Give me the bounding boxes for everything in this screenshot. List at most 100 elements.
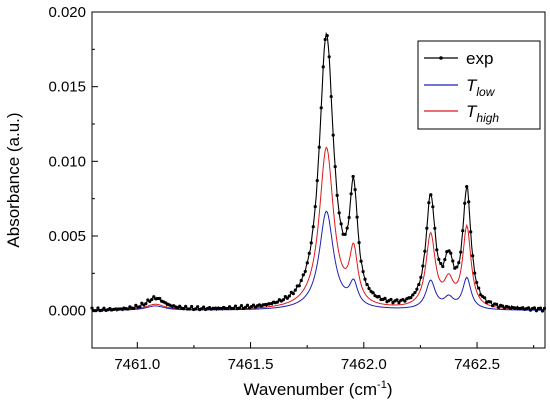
legend-item-exp: exp — [424, 49, 493, 68]
data-point — [451, 259, 455, 263]
data-point — [307, 251, 311, 255]
data-point — [293, 288, 297, 292]
data-point — [501, 304, 505, 308]
x-axis-title-sup: -1 — [377, 379, 387, 391]
data-point — [347, 215, 351, 220]
data-point — [439, 261, 443, 266]
data-point — [389, 297, 393, 302]
data-point — [457, 260, 461, 265]
legend-label-tlow-main: T — [466, 76, 478, 95]
data-point — [231, 306, 236, 311]
data-point — [343, 232, 347, 236]
data-point — [237, 306, 242, 310]
data-point — [419, 275, 423, 279]
data-point — [461, 229, 465, 233]
data-point — [391, 301, 395, 305]
data-point — [188, 307, 192, 311]
data-point — [415, 287, 419, 291]
data-point — [327, 55, 331, 59]
data-point — [96, 306, 100, 310]
data-point — [202, 305, 206, 309]
data-point — [526, 306, 531, 310]
data-point — [363, 277, 367, 281]
data-point — [403, 299, 407, 303]
data-point — [291, 292, 295, 296]
data-point — [421, 264, 425, 268]
data-point — [329, 94, 333, 99]
data-point — [315, 178, 319, 183]
data-point — [455, 265, 459, 269]
data-point — [538, 306, 543, 310]
data-point — [305, 261, 309, 265]
data-point — [417, 282, 421, 287]
data-point — [233, 304, 238, 308]
data-point — [377, 294, 381, 299]
data-point — [435, 248, 439, 252]
series-layer — [90, 32, 547, 313]
data-point — [351, 174, 355, 179]
data-point — [365, 283, 369, 287]
data-point — [463, 201, 467, 205]
y-tick-label: 0.020 — [48, 4, 86, 21]
data-point — [413, 290, 417, 295]
data-point — [309, 241, 313, 245]
x-axis-title-main: Wavenumber (cm — [244, 380, 378, 399]
data-point — [132, 306, 136, 310]
data-point — [359, 259, 363, 263]
legend-label-tlow: Tlow — [466, 76, 496, 99]
legend: exp Tlow Thigh — [417, 40, 541, 130]
y-axis-title: Absorbance (a.u.) — [4, 112, 23, 247]
legend-marker-exp — [439, 56, 443, 60]
data-point — [301, 273, 305, 277]
data-point — [443, 257, 447, 262]
data-point — [152, 295, 156, 299]
data-point — [471, 254, 475, 258]
data-point — [126, 307, 130, 311]
data-point — [239, 303, 244, 308]
data-point — [138, 305, 142, 309]
data-point — [325, 34, 329, 38]
data-point — [361, 270, 365, 274]
data-point — [321, 65, 325, 69]
legend-item-thigh: Thigh — [424, 102, 499, 125]
data-point — [150, 297, 154, 302]
y-tick-label: 0.015 — [48, 79, 86, 96]
data-point — [303, 269, 307, 274]
data-point — [367, 286, 371, 291]
data-point — [395, 298, 399, 302]
data-point — [353, 188, 357, 192]
data-point — [331, 133, 335, 137]
series-line-tlow — [92, 210, 545, 311]
data-point — [459, 250, 463, 254]
data-point — [243, 305, 248, 309]
data-point — [323, 37, 327, 42]
data-point — [299, 278, 303, 283]
legend-label-exp: exp — [466, 49, 493, 68]
data-point — [540, 309, 545, 313]
legend-label-thigh: Thigh — [466, 102, 499, 125]
data-point — [411, 293, 415, 297]
x-axis-title-tail: ) — [387, 380, 393, 399]
data-point — [449, 251, 453, 255]
legend-label-thigh-main: T — [466, 102, 478, 121]
data-point — [281, 298, 285, 302]
data-point — [194, 307, 198, 311]
data-point — [245, 303, 250, 307]
data-point — [100, 308, 104, 312]
data-point — [285, 296, 289, 300]
y-tick-label: 0.000 — [48, 303, 86, 320]
data-point — [313, 205, 317, 209]
data-point — [355, 215, 359, 219]
y-tick-label: 0.005 — [48, 228, 86, 245]
y-tick-label: 0.010 — [48, 153, 86, 170]
x-tick-label: 7461.0 — [114, 356, 160, 373]
series-points-exp — [90, 34, 547, 313]
data-point — [532, 306, 537, 310]
data-point — [447, 249, 451, 253]
data-point — [335, 193, 339, 197]
x-tick-label: 7462.5 — [454, 356, 500, 373]
data-point — [534, 309, 539, 313]
data-point — [473, 271, 477, 275]
data-point — [345, 226, 349, 230]
